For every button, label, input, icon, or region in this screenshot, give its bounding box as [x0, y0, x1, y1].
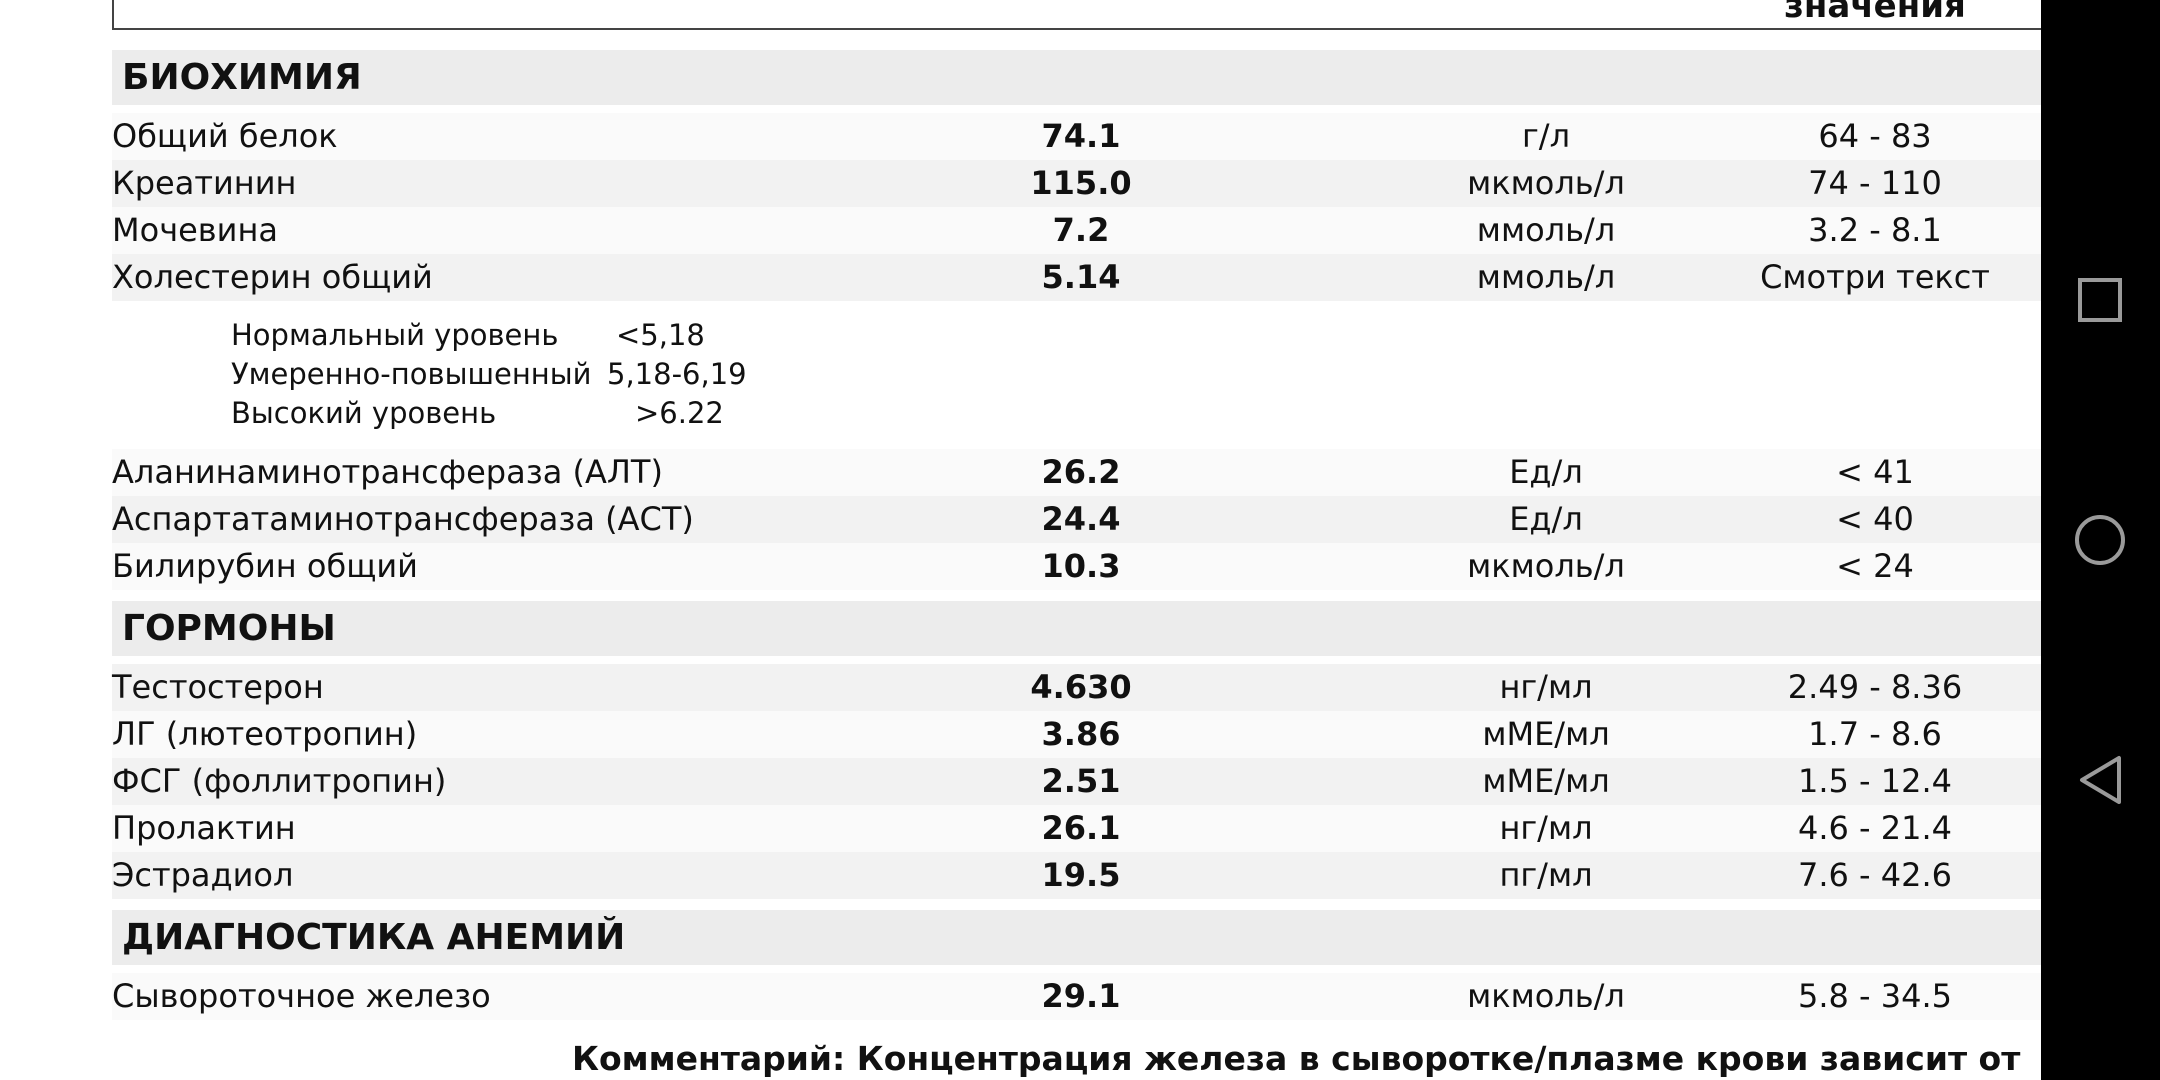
test-name: Билирубин общий — [112, 547, 418, 585]
test-unit: г/л — [1521, 117, 1571, 155]
test-unit: Ед/л — [1509, 500, 1583, 538]
test-name: Аспартатаминотрансфераза (АСТ) — [112, 500, 694, 538]
test-value: 115.0 — [1030, 164, 1132, 202]
test-unit: мМЕ/мл — [1482, 762, 1610, 800]
test-reference: < 40 — [1836, 500, 1914, 538]
test-name: ФСГ (фоллитропин) — [112, 762, 447, 800]
test-value: 5.14 — [1041, 258, 1121, 296]
comment: Комментарий: Концентрация железа в сывор… — [572, 1039, 2021, 1078]
section-title: ДИАГНОСТИКА АНЕМИЙ — [122, 917, 626, 958]
note-value: 5,18-6,19 — [607, 357, 747, 391]
test-name: Аланинаминотрансфераза (АЛТ) — [112, 453, 663, 491]
test-value: 10.3 — [1041, 547, 1121, 585]
note-label: Высокий уровень — [231, 396, 497, 430]
test-reference: 2.49 - 8.36 — [1787, 668, 1963, 706]
test-name: Общий белок — [112, 117, 338, 155]
test-reference: < 24 — [1836, 547, 1914, 585]
test-unit: мкмоль/л — [1467, 977, 1625, 1015]
test-value: 24.4 — [1041, 500, 1121, 538]
note-value: <5,18 — [616, 318, 705, 352]
test-reference: 74 - 110 — [1808, 164, 1942, 202]
result-row — [112, 543, 2041, 590]
result-row — [112, 711, 2041, 758]
test-reference: 7.6 - 42.6 — [1797, 856, 1953, 894]
test-unit: ммоль/л — [1476, 211, 1616, 249]
note-label: Нормальный уровень — [231, 318, 559, 352]
table-header — [112, 0, 2041, 30]
recent-apps-button[interactable] — [2078, 278, 2122, 322]
test-name: Тестостерон — [112, 668, 324, 706]
result-row — [112, 852, 2041, 899]
navigation-bar — [2041, 0, 2160, 1080]
back-button[interactable] — [2080, 756, 2121, 804]
test-reference: Смотри текст — [1760, 258, 1990, 296]
result-row — [112, 805, 2041, 852]
test-value: 74.1 — [1041, 117, 1121, 155]
test-unit: мМЕ/мл — [1482, 715, 1610, 753]
test-unit: пг/мл — [1499, 856, 1593, 894]
test-name: Холестерин общий — [112, 258, 433, 296]
test-unit: нг/мл — [1499, 809, 1593, 847]
test-reference: 5.8 - 34.5 — [1797, 977, 1953, 1015]
test-unit: мкмоль/л — [1467, 164, 1625, 202]
test-reference: 64 - 83 — [1818, 117, 1932, 155]
home-button[interactable] — [2075, 515, 2125, 565]
test-name: Пролактин — [112, 809, 296, 847]
document: значения БИОХИМИЯ Общий белок 74.1 г/л 64 - … — [112, 0, 2041, 1078]
result-row — [112, 758, 2041, 805]
test-unit: нг/мл — [1499, 668, 1593, 706]
test-name: Креатинин — [112, 164, 297, 202]
test-reference: 1.7 - 8.6 — [1808, 715, 1942, 753]
test-value: 7.2 — [1052, 211, 1110, 249]
test-value: 3.86 — [1041, 715, 1121, 753]
test-value: 26.2 — [1041, 453, 1121, 491]
section-header: БИОХИМИЯ — [112, 50, 2041, 105]
test-name: ЛГ (лютеотропин) — [112, 715, 418, 753]
result-row — [112, 449, 2041, 496]
test-reference: < 41 — [1836, 453, 1914, 491]
test-reference: 3.2 - 8.1 — [1808, 211, 1942, 249]
test-unit: мкмоль/л — [1467, 547, 1625, 585]
result-row — [112, 664, 2041, 711]
result-row — [112, 973, 2041, 1020]
note-value: >6.22 — [635, 396, 724, 430]
section-title: БИОХИМИЯ — [122, 57, 362, 98]
section-header: ДИАГНОСТИКА АНЕМИЙ — [112, 910, 2041, 965]
section-header: ГОРМОНЫ — [112, 601, 2041, 656]
test-reference: 1.5 - 12.4 — [1797, 762, 1953, 800]
test-name: Эстрадиол — [112, 856, 294, 894]
note-label: Умеренно-повышенный — [231, 357, 592, 391]
test-value: 26.1 — [1041, 809, 1121, 847]
test-name: Мочевина — [112, 211, 278, 249]
test-value: 2.51 — [1041, 762, 1121, 800]
result-row — [112, 496, 2041, 543]
test-value: 29.1 — [1041, 977, 1121, 1015]
result-row — [112, 254, 2041, 301]
test-reference: 4.6 - 21.4 — [1797, 809, 1953, 847]
test-value: 4.630 — [1030, 668, 1132, 706]
test-unit: Ед/л — [1509, 453, 1583, 491]
test-unit: ммоль/л — [1476, 258, 1616, 296]
header-reference-label: значения — [1784, 0, 1966, 26]
result-row — [112, 207, 2041, 254]
test-value: 19.5 — [1041, 856, 1121, 894]
test-name: Сывороточное железо — [112, 977, 491, 1015]
section-title: ГОРМОНЫ — [122, 608, 336, 649]
result-row — [112, 113, 2041, 160]
result-row — [112, 160, 2041, 207]
